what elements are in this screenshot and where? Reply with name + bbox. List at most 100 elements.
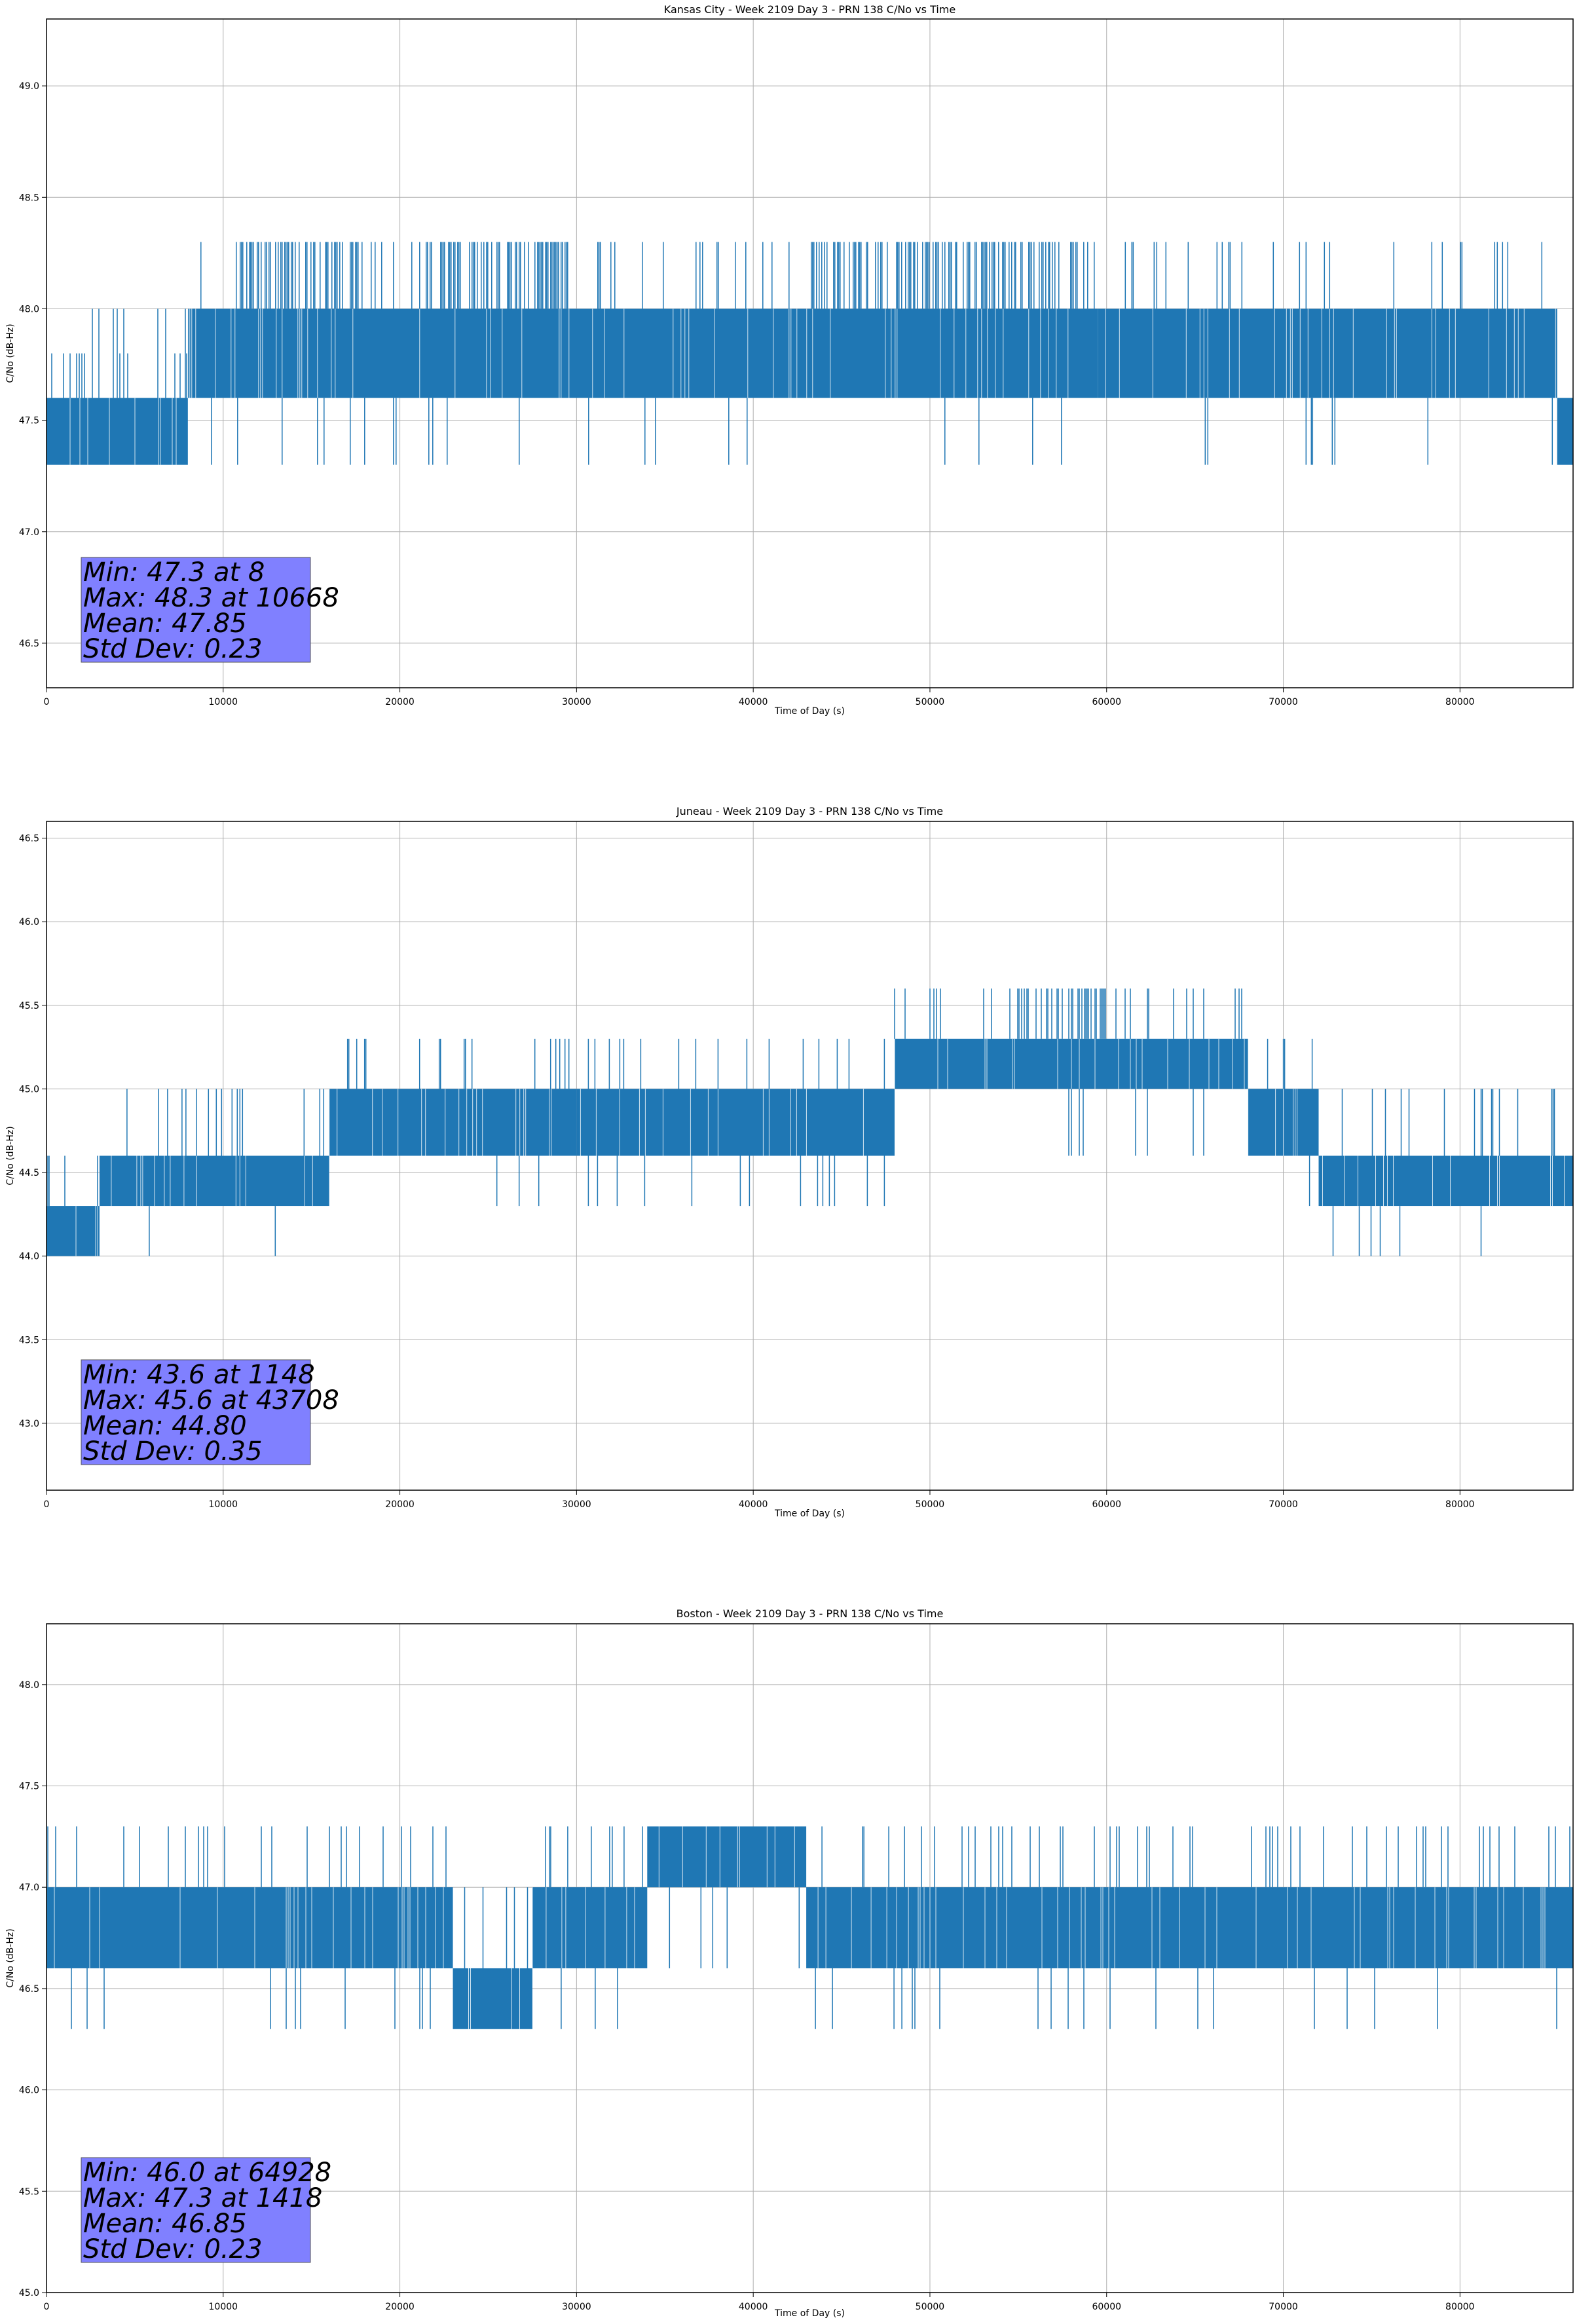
series-band xyxy=(196,1155,329,1207)
chart-title: Boston - Week 2109 Day 3 - PRN 138 C/No … xyxy=(677,1607,944,1620)
series-spikes-up xyxy=(1341,1089,1555,1156)
y-tick-label: 47.0 xyxy=(19,1883,39,1893)
series-band xyxy=(1098,309,1557,398)
series-spikes-up xyxy=(47,1826,447,1888)
series-spikes-down xyxy=(71,1968,431,2029)
y-tick-label: 46.5 xyxy=(19,834,39,844)
chart-juneau: 0 10000 20000 30000 40000 50000 60000 70000 8000… xyxy=(5,805,1574,1519)
series-spikes-up xyxy=(51,353,187,398)
x-tick-label: 30000 xyxy=(562,1499,591,1510)
series-band xyxy=(46,398,188,465)
series-gaps xyxy=(468,1968,520,2029)
x-tick-label: 60000 xyxy=(1092,2302,1121,2312)
series-band xyxy=(576,1089,895,1156)
stats-max: Max: 47.3 at 1418 xyxy=(83,2183,322,2213)
x-tick-label: 50000 xyxy=(916,697,945,707)
series-spikes-up xyxy=(545,1826,643,1888)
series-spikes-down xyxy=(496,1155,540,1207)
y-tick-label: 49.0 xyxy=(19,81,39,92)
series-spikes-down xyxy=(1068,1089,1204,1156)
series-band xyxy=(453,1968,532,2029)
chart-boston: 0 10000 20000 30000 40000 50000 60000 70000 8000… xyxy=(5,1607,1574,2319)
stats-max: Max: 48.3 at 10668 xyxy=(83,583,339,613)
series-spikes-down xyxy=(587,1155,885,1207)
x-axis-label: Time of Day (s) xyxy=(774,2308,845,2319)
x-tick-label: 40000 xyxy=(739,697,768,707)
series-gaps xyxy=(1248,1089,1298,1156)
x-tick-label: 20000 xyxy=(385,697,415,707)
series-spikes-up xyxy=(47,1155,98,1207)
series-gaps xyxy=(817,1887,909,1968)
series-band xyxy=(1318,1155,1573,1207)
series-spikes-up xyxy=(200,242,1095,309)
x-tick-label: 0 xyxy=(44,2302,50,2312)
stats-mean: Mean: 44.80 xyxy=(83,1411,247,1441)
series-band xyxy=(46,1887,453,1968)
y-tick-label: 44.5 xyxy=(19,1168,39,1178)
series-band xyxy=(806,1887,912,1968)
series-spikes-up xyxy=(921,1826,1570,1888)
x-tick-label: 20000 xyxy=(385,2302,415,2312)
series-gaps xyxy=(532,1887,635,1968)
series-spikes-up xyxy=(894,988,1242,1039)
x-tick-label: 10000 xyxy=(209,1499,238,1510)
x-axis-label: Time of Day (s) xyxy=(774,1509,845,1519)
x-tick-label: 60000 xyxy=(1092,697,1121,707)
series-spikes-up xyxy=(1124,242,1543,309)
stats-box-background xyxy=(81,557,311,663)
chart-kansas-city: 0 10000 20000 30000 40000 50000 60000 70000 8000… xyxy=(5,3,1574,717)
series-band xyxy=(46,1206,100,1256)
x-tick-label: 10000 xyxy=(209,2302,238,2312)
series-spikes-down xyxy=(1332,1206,1482,1256)
stats-box-background xyxy=(81,1359,311,1465)
stats-std-dev: Std Dev: 0.23 xyxy=(83,2234,263,2264)
y-tick-label: 48.0 xyxy=(19,304,39,314)
series-band xyxy=(329,1089,577,1156)
stats-min: Min: 43.6 at 1148 xyxy=(83,1360,315,1390)
series-gaps xyxy=(196,1155,313,1207)
series-spikes-up xyxy=(346,1038,570,1089)
series-spikes-down xyxy=(912,1968,1557,2029)
series-spikes-down xyxy=(815,1968,902,2029)
x-tick-label: 30000 xyxy=(562,2302,591,2312)
stats-box-background xyxy=(81,2157,311,2263)
series-gaps xyxy=(1105,309,1556,398)
x-tick-label: 50000 xyxy=(916,1499,945,1510)
x-tick-label: 50000 xyxy=(916,2302,945,2312)
stats-std-dev: Std Dev: 0.23 xyxy=(83,634,263,664)
x-tick-label: 40000 xyxy=(739,2302,768,2312)
y-axis-label: C/No (dB-Hz) xyxy=(5,1126,16,1185)
plot-frame xyxy=(46,18,1574,688)
y-tick-label: 46.0 xyxy=(19,2086,39,2096)
x-tick-label: 80000 xyxy=(1445,1499,1475,1510)
series-band xyxy=(99,1155,197,1207)
series-band xyxy=(1557,398,1573,465)
series-spikes-up xyxy=(92,309,186,398)
plot-frame xyxy=(46,1623,1574,2293)
chart-title: Kansas City - Week 2109 Day 3 - PRN 138 … xyxy=(664,3,955,16)
cno-series xyxy=(46,1826,1573,2029)
series-spikes-down xyxy=(211,398,1062,465)
y-tick-label: 47.5 xyxy=(19,416,39,426)
y-axis-label: C/No (dB-Hz) xyxy=(5,324,16,383)
series-band xyxy=(187,309,1098,398)
x-tick-label: 0 xyxy=(44,1499,50,1510)
series-gaps xyxy=(54,1887,444,1968)
x-axis-label: Time of Day (s) xyxy=(774,706,845,717)
x-tick-label: 80000 xyxy=(1445,697,1475,707)
series-spikes-up xyxy=(208,1089,325,1156)
series-gaps xyxy=(69,398,177,465)
y-tick-label: 43.0 xyxy=(19,1419,39,1429)
series-gaps xyxy=(329,1089,552,1156)
series-gaps xyxy=(111,1155,185,1207)
x-tick-label: 60000 xyxy=(1092,1499,1121,1510)
series-gaps xyxy=(187,309,1069,398)
stats-min: Min: 46.0 at 64928 xyxy=(83,2158,331,2188)
series-gaps xyxy=(894,1038,1245,1089)
series-band xyxy=(532,1887,648,1968)
x-tick-label: 30000 xyxy=(562,697,591,707)
series-band xyxy=(912,1887,1573,1968)
